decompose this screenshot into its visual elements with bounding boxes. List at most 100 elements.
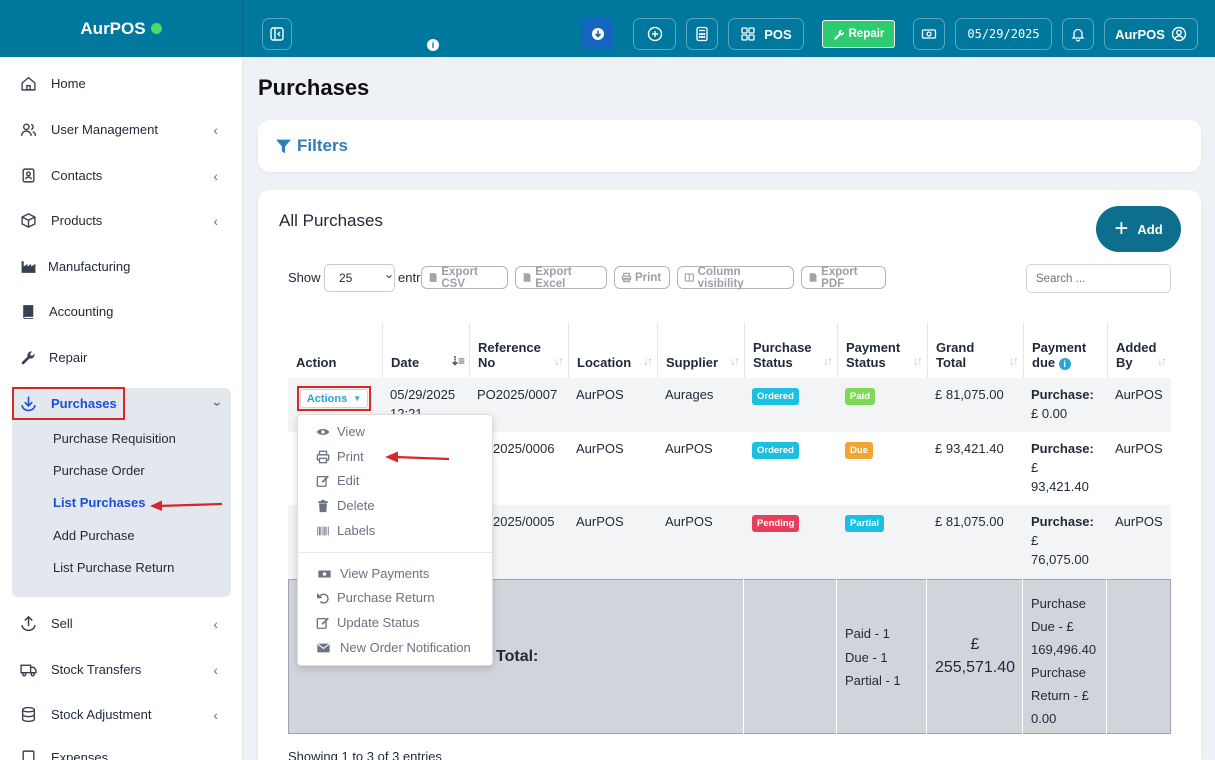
collapse-sidebar-button[interactable] xyxy=(262,18,292,50)
sidebar-item-stock-adjustment[interactable]: Stock Adjustment ‹ xyxy=(20,706,220,723)
export-pdf-label: Export PDF xyxy=(821,265,858,290)
download-button[interactable] xyxy=(582,18,614,50)
menu-item-update-status[interactable]: Update Status xyxy=(316,615,419,630)
submenu-item-purchase-order[interactable]: Purchase Order xyxy=(53,463,145,478)
payment-status-badge[interactable]: Paid xyxy=(845,388,876,405)
col-header-payment-status[interactable]: Payment Status ↓↑ xyxy=(837,323,927,378)
sidebar-item-products[interactable]: Products ‹ xyxy=(20,212,220,229)
col-header-payment-due[interactable]: Payment due i xyxy=(1023,323,1107,378)
date-display[interactable]: 05/29/2025 xyxy=(955,18,1052,50)
cell-reference[interactable]: 2025/0006 xyxy=(493,441,555,456)
menu-item-purchase-return[interactable]: Purchase Return xyxy=(316,590,435,605)
sidebar-label: Repair xyxy=(49,350,88,365)
cell-date: 05/29/2025 xyxy=(390,387,456,402)
col-header-location[interactable]: Location ↓↑ xyxy=(568,323,657,378)
repair-button[interactable]: Repair xyxy=(822,20,895,48)
col-header-supplier[interactable]: Supplier ↓↑ xyxy=(657,323,744,378)
page-size-value: 25 xyxy=(339,271,353,285)
payment-status-badge[interactable]: Due xyxy=(845,442,873,459)
sidebar-label: Expenses xyxy=(51,750,109,760)
cell-reference[interactable]: 2025/0005 xyxy=(493,514,555,529)
annotation-arrow xyxy=(385,451,450,463)
column-visibility-label: Column visibility xyxy=(697,265,744,290)
user-menu-button[interactable]: AurPOS xyxy=(1104,18,1198,50)
sidebar-item-user-management[interactable]: User Management ‹ xyxy=(20,121,220,138)
col-header-reference[interactable]: Reference No ↓↑ xyxy=(469,323,568,378)
chevron-down-icon: ‹ xyxy=(207,401,224,406)
print-label: Print xyxy=(635,271,662,284)
columns-icon xyxy=(684,273,694,282)
cash-register-button[interactable] xyxy=(913,18,945,50)
file-pdf-icon xyxy=(809,273,817,282)
sidebar-item-sell[interactable]: Sell ‹ xyxy=(20,615,220,632)
info-icon[interactable]: i xyxy=(1058,358,1071,370)
info-icon[interactable]: i xyxy=(427,39,439,51)
sidebar-item-accounting[interactable]: Accounting xyxy=(20,303,220,320)
wrench-icon xyxy=(21,351,35,365)
payment-status-badge[interactable]: Partial xyxy=(845,515,885,532)
filters-toggle[interactable]: Filters xyxy=(275,136,348,156)
sidebar-item-repair[interactable]: Repair xyxy=(20,349,220,366)
menu-item-print[interactable]: Print xyxy=(316,449,364,464)
sort-icon: ↓↑ xyxy=(643,354,653,368)
print-button[interactable]: Print xyxy=(614,266,670,289)
menu-item-new-order-notification[interactable]: New Order Notification xyxy=(316,640,471,655)
col-header-grand-total[interactable]: Grand Total ↓↑ xyxy=(927,323,1023,378)
page-size-select[interactable]: 25 ‹ xyxy=(324,264,395,292)
export-pdf-button[interactable]: Export PDF xyxy=(801,265,886,290)
add-button[interactable]: + Add xyxy=(1096,206,1181,252)
menu-item-edit[interactable]: Edit xyxy=(316,473,359,488)
sidebar-item-purchases[interactable]: Purchases ‹ xyxy=(20,395,224,412)
search-input[interactable] xyxy=(1026,264,1171,293)
sidebar-item-expenses[interactable]: Expenses xyxy=(20,749,220,760)
pos-button[interactable]: POS xyxy=(728,18,804,50)
download-arrow-icon xyxy=(21,396,36,412)
export-csv-button[interactable]: Export CSV xyxy=(421,266,508,290)
sort-icon: ↓↑ xyxy=(554,354,564,368)
sort-icon: ↓↑ xyxy=(1009,354,1019,368)
cell-supplier: Aurages xyxy=(665,387,714,402)
column-visibility-button[interactable]: Column visibility xyxy=(677,265,794,290)
sidebar-item-home[interactable]: Home xyxy=(20,75,220,92)
col-header-purchase-status[interactable]: Purchase Status ↓↑ xyxy=(744,323,837,378)
sidebar-item-stock-transfers[interactable]: Stock Transfers ‹ xyxy=(20,661,220,678)
submenu-item-list-purchases[interactable]: List Purchases xyxy=(53,495,146,510)
menu-item-view-payments[interactable]: View Payments xyxy=(316,566,429,581)
filters-card[interactable]: Filters xyxy=(258,120,1201,172)
sidebar-label: Stock Transfers xyxy=(51,662,142,677)
pos-label: POS xyxy=(764,26,792,42)
sidebar: Home User Management ‹ Contacts ‹ Produc… xyxy=(0,57,243,760)
cell-due-value: 93,421.40 xyxy=(1031,479,1089,494)
menu-item-labels[interactable]: Labels xyxy=(316,523,375,538)
database-icon xyxy=(21,706,36,723)
menu-item-view[interactable]: View xyxy=(316,424,365,439)
submenu-item-add-purchase[interactable]: Add Purchase xyxy=(53,528,135,543)
cell-location: AurPOS xyxy=(576,441,624,456)
envelope-icon xyxy=(317,643,330,652)
add-circle-button[interactable] xyxy=(633,18,676,50)
file-csv-icon xyxy=(429,273,437,282)
cell-reference[interactable]: PO2025/0007 xyxy=(477,387,558,402)
sort-desc-icon: ⇣≡ xyxy=(449,354,465,368)
status-dot-icon xyxy=(150,23,162,34)
printer-icon xyxy=(621,272,632,283)
add-label: Add xyxy=(1137,221,1163,237)
submenu-item-list-purchase-return[interactable]: List Purchase Return xyxy=(53,560,175,575)
menu-item-delete[interactable]: Delete xyxy=(316,498,375,513)
caret-down-icon: ▼ xyxy=(353,394,362,403)
submenu-item-purchase-requisition[interactable]: Purchase Requisition xyxy=(53,431,176,446)
cell-due-value: £ xyxy=(1031,533,1039,548)
sidebar-item-manufacturing[interactable]: Manufacturing xyxy=(20,258,220,275)
calculator-button[interactable] xyxy=(686,18,718,50)
col-header-date[interactable]: Date ⇣≡ xyxy=(382,323,469,378)
current-date: 05/29/2025 xyxy=(967,27,1040,41)
total-payment-due: Due - 1 xyxy=(845,650,888,665)
notifications-button[interactable] xyxy=(1062,18,1094,50)
brand[interactable]: AurPOS xyxy=(0,0,243,57)
col-header-added-by[interactable]: Added By ↓↑ xyxy=(1107,323,1171,378)
export-excel-button[interactable]: Export Excel xyxy=(515,266,607,290)
sidebar-item-contacts[interactable]: Contacts ‹ xyxy=(20,167,220,184)
bell-icon xyxy=(1071,28,1085,42)
actions-dropdown-button[interactable]: Actions ▼ xyxy=(300,389,368,408)
truck-icon xyxy=(20,664,37,677)
